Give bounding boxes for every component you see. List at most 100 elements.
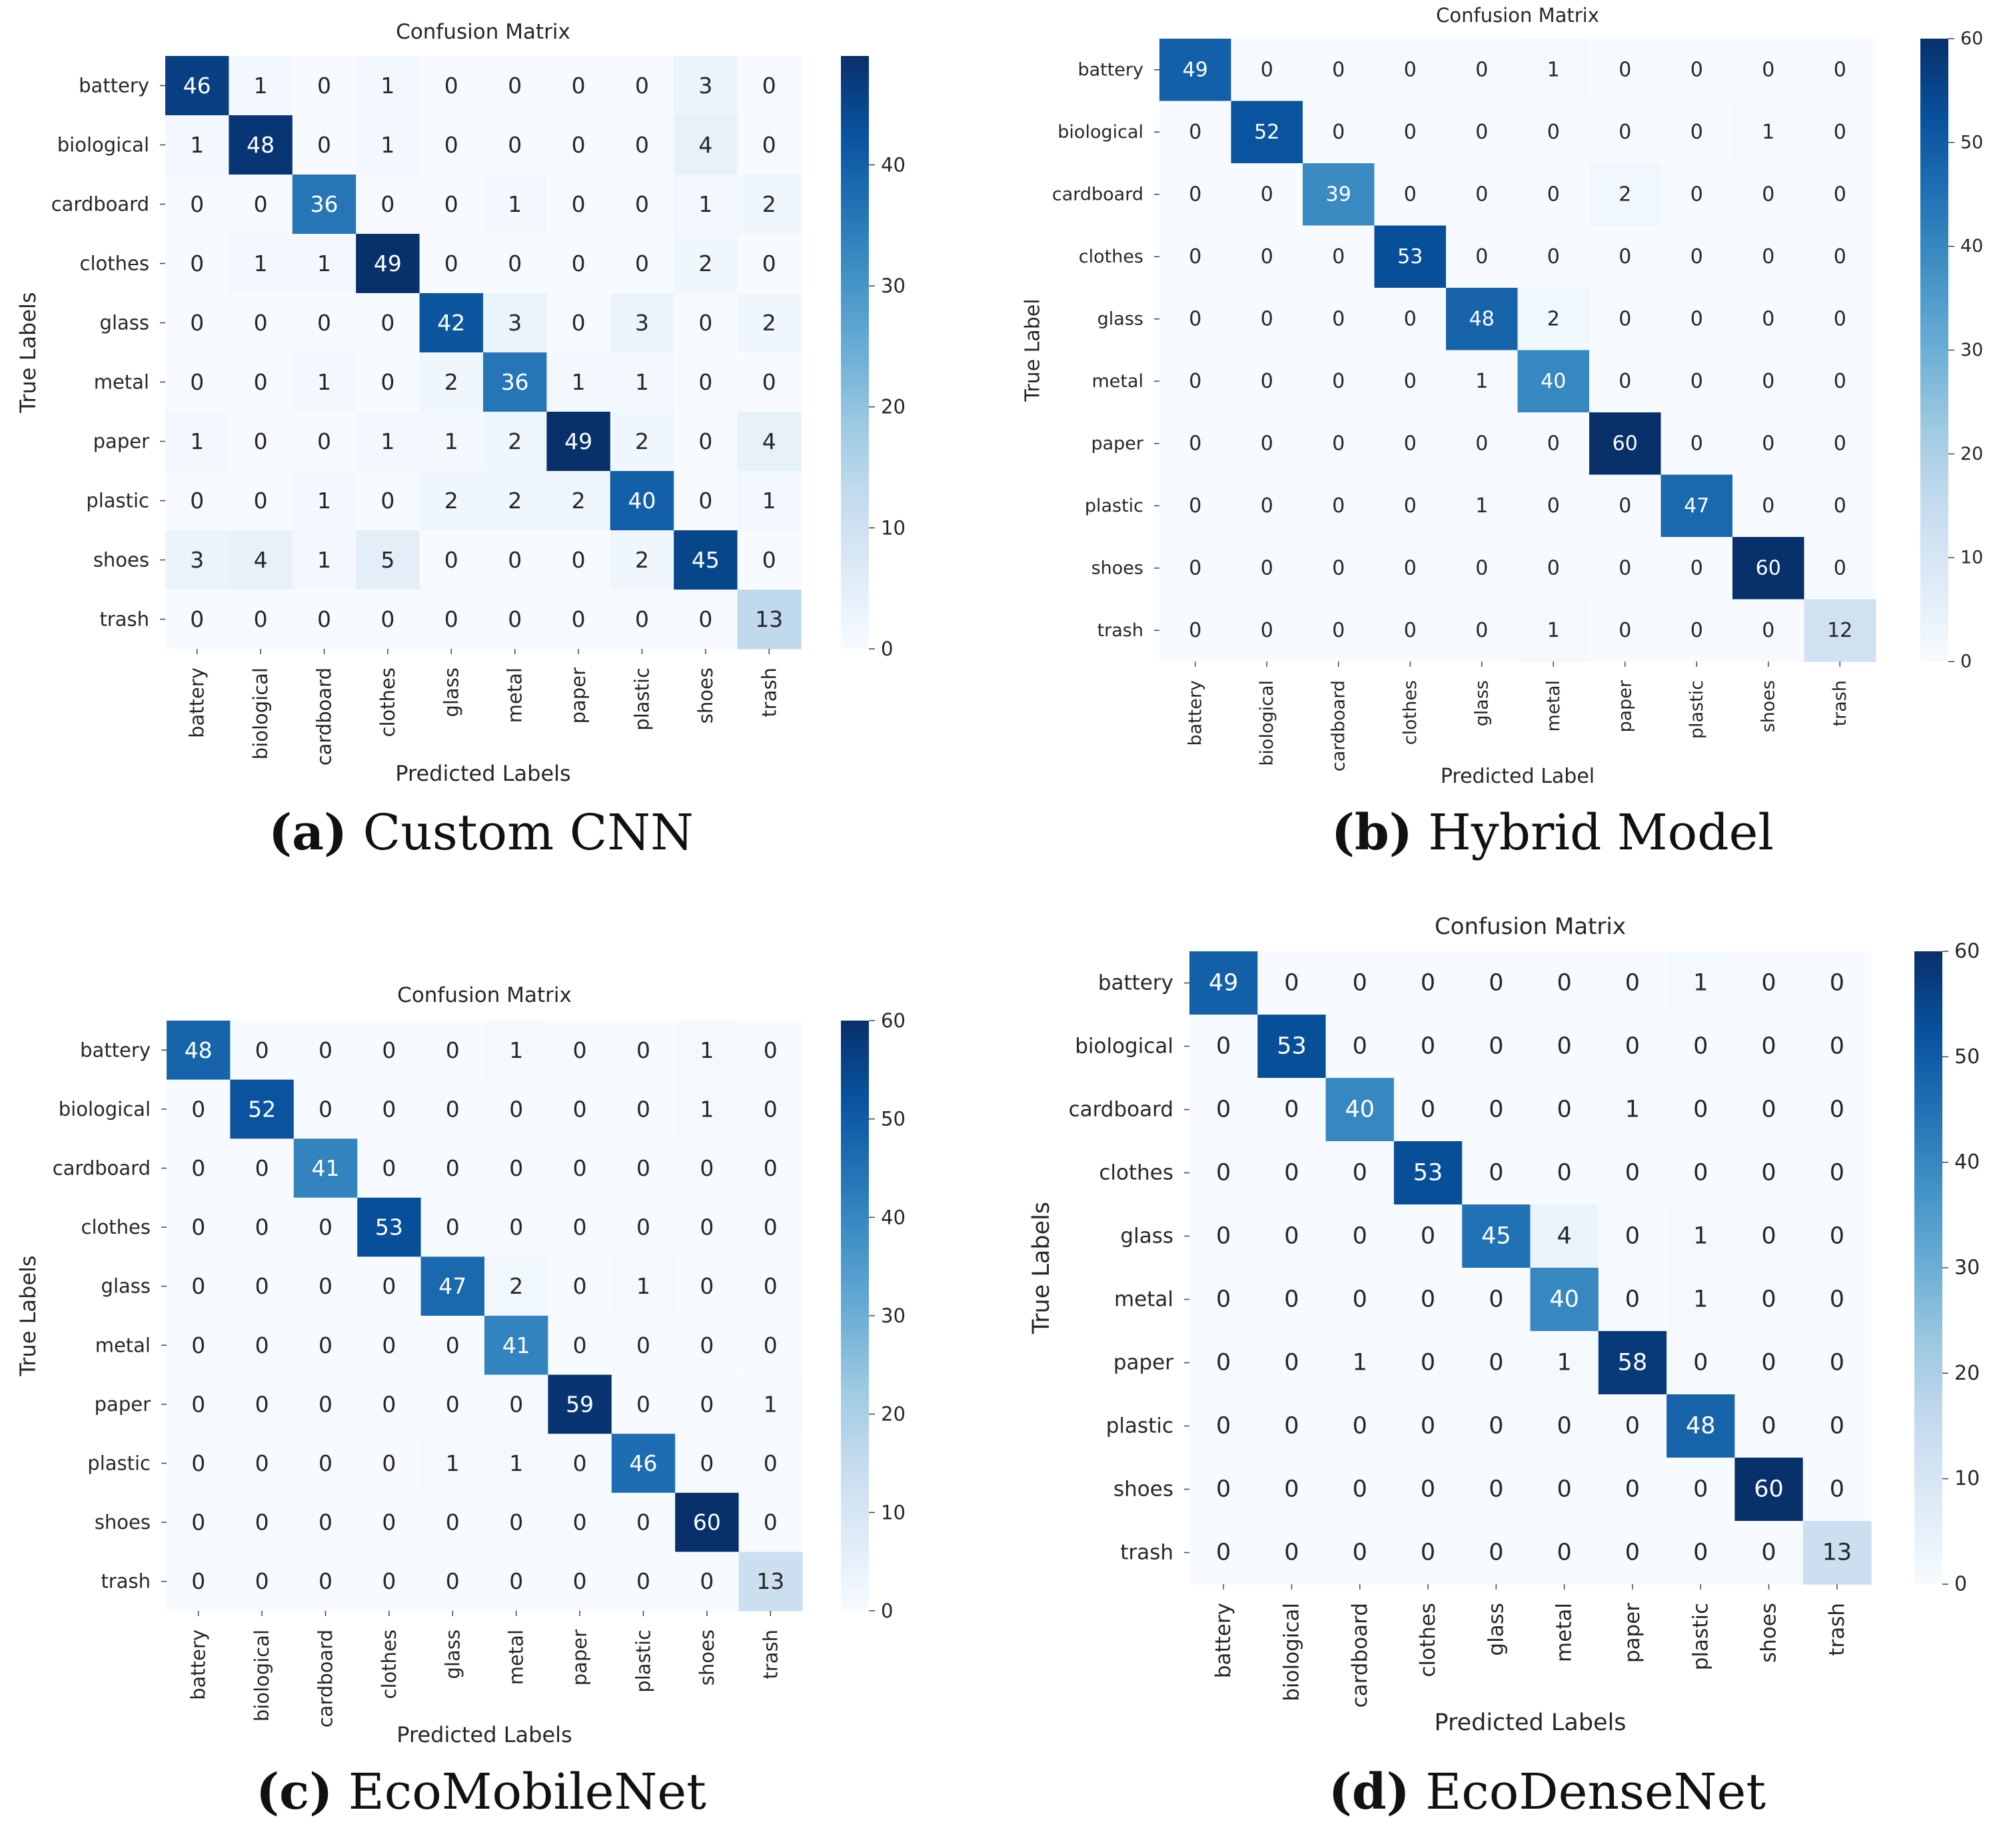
heatmap-cell — [1325, 951, 1395, 1015]
heatmap-cell — [1189, 1015, 1258, 1079]
cell-value-label: 0 — [1619, 619, 1631, 642]
x-tick-label: battery — [187, 1629, 210, 1700]
chart-title: Confusion Matrix — [397, 983, 572, 1007]
cell-value-label: 0 — [446, 1037, 460, 1063]
colorbar-tick-label: 10 — [1960, 548, 1983, 568]
heatmap-cell — [483, 293, 547, 353]
y-tick-label: plastic — [1106, 1414, 1173, 1438]
y-tick-label: clothes — [1079, 246, 1143, 267]
x-tick-label: trash — [758, 668, 780, 717]
cell-value-label: 0 — [636, 1096, 650, 1122]
heatmap-cell — [1598, 1521, 1667, 1585]
heatmap-cell — [674, 471, 738, 531]
cell-value-label: 0 — [254, 606, 268, 632]
heatmap-cell — [357, 1256, 422, 1316]
heatmap-cell — [1393, 951, 1463, 1015]
cell-value-label: 0 — [1761, 1223, 1776, 1250]
heatmap-cell — [1189, 1078, 1258, 1142]
caption-letter: (b) — [1331, 804, 1413, 861]
cell-value-label: 45 — [1481, 1223, 1511, 1250]
cell-value-label: 0 — [1830, 1097, 1844, 1123]
heatmap-cell — [1446, 599, 1519, 662]
heatmap-cell — [1231, 412, 1303, 476]
cell-value-label: 0 — [1404, 307, 1417, 330]
cell-value-label: 0 — [1489, 1350, 1503, 1376]
cell-value-label: 0 — [1761, 1350, 1776, 1376]
cell-value-label: 0 — [572, 191, 586, 217]
cell-value-label: 0 — [508, 250, 522, 276]
cell-value-label: 0 — [764, 1214, 778, 1240]
heatmap-cell — [1517, 163, 1590, 227]
heatmap-cell — [1589, 163, 1662, 227]
cell-value-label: 0 — [380, 606, 394, 632]
heatmap-cell — [1804, 412, 1876, 476]
cell-value-label: 46 — [630, 1450, 658, 1476]
cell-value-label: 0 — [1830, 1413, 1844, 1440]
cell-value-label: 0 — [1557, 1033, 1572, 1060]
panel-caption: (a) Custom CNN — [269, 804, 694, 861]
heatmap-cell — [546, 115, 611, 175]
heatmap-cell — [1734, 1331, 1804, 1395]
cell-value-label: 1 — [317, 250, 331, 276]
cell-value-label: 3 — [635, 310, 649, 336]
heatmap-cell — [420, 1256, 485, 1316]
cell-value-label: 0 — [1557, 1476, 1572, 1503]
heatmap-cell — [1325, 1141, 1395, 1205]
heatmap-cell — [1661, 599, 1733, 662]
cell-value-label: 0 — [190, 250, 204, 276]
heatmap-cell — [1667, 1394, 1735, 1458]
cell-value-label: 0 — [700, 1568, 714, 1594]
x-tick-label: biological — [1279, 1603, 1303, 1701]
heatmap-cell — [230, 1021, 295, 1081]
heatmap-cell — [546, 590, 611, 650]
heatmap-cell — [1462, 1141, 1531, 1205]
cell-value-label: 0 — [1284, 970, 1299, 997]
cell-value-label: 1 — [446, 1450, 460, 1476]
cell-value-label: 0 — [1625, 1223, 1640, 1250]
x-tick-label: plastic — [631, 668, 654, 731]
cell-value-label: 0 — [1625, 1476, 1640, 1503]
heatmap-cell — [1804, 288, 1876, 351]
colorbar-tick-label: 40 — [1960, 236, 1983, 256]
cell-value-label: 0 — [1332, 307, 1345, 330]
cell-value-label: 0 — [508, 132, 522, 158]
cell-value-label: 49 — [374, 250, 402, 276]
heatmap-cell — [229, 590, 293, 650]
heatmap-cell — [1231, 537, 1303, 600]
cell-value-label: 0 — [255, 1450, 269, 1476]
heatmap-cell — [548, 1021, 612, 1081]
heatmap-cell — [1734, 1268, 1804, 1332]
heatmap-cell — [229, 175, 293, 234]
heatmap-cell — [1374, 474, 1447, 538]
heatmap-cell — [1462, 951, 1531, 1015]
heatmap-cell — [1446, 412, 1519, 476]
cell-value-label: 2 — [635, 547, 649, 573]
cell-value-label: 52 — [248, 1096, 276, 1122]
cell-value-label: 0 — [1690, 121, 1703, 144]
cell-value-label: 0 — [380, 369, 394, 395]
colorbar-tick-label: 0 — [1960, 652, 1972, 672]
cell-value-label: 13 — [756, 1568, 784, 1594]
heatmap-cell — [484, 1434, 548, 1494]
cell-value-label: 0 — [700, 1391, 714, 1417]
heatmap-cell — [293, 1374, 358, 1434]
colorbar-tick-label: 20 — [881, 1403, 906, 1426]
cell-value-label: 0 — [1189, 619, 1201, 642]
heatmap-cell — [737, 234, 802, 294]
heatmap-cell — [357, 1552, 422, 1612]
heatmap-cell — [229, 530, 293, 590]
heatmap-cell — [1517, 599, 1590, 662]
cell-value-label: 0 — [1625, 1033, 1640, 1060]
cell-value-label: 0 — [444, 547, 458, 573]
colorbar-tick-label: 60 — [1954, 940, 1980, 963]
cell-value-label: 1 — [1762, 121, 1774, 144]
cell-value-label: 0 — [1489, 1413, 1503, 1440]
heatmap-cell — [167, 1552, 231, 1612]
cell-value-label: 0 — [1421, 1033, 1435, 1060]
cell-value-label: 0 — [762, 369, 776, 395]
cell-value-label: 0 — [1332, 619, 1345, 642]
heatmap-cell — [1589, 537, 1662, 600]
y-axis-label: True Labels — [1028, 1202, 1055, 1334]
